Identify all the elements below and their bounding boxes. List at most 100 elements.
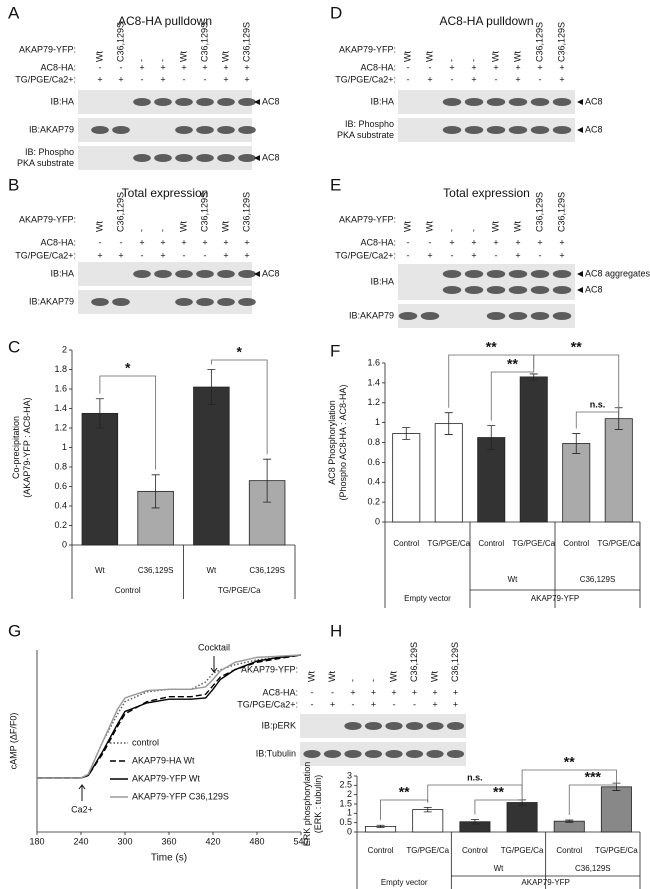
panel-title: Total expression	[443, 186, 530, 200]
x-tick-label: Control	[563, 539, 589, 548]
lane-label: Wt	[424, 51, 434, 62]
lane-label: +	[559, 62, 564, 72]
blot-label: IB:Tubulin	[256, 748, 296, 758]
lane-label: C36,129S	[115, 22, 125, 62]
row-label: AKAP79-YFP:	[19, 214, 76, 224]
band	[154, 154, 172, 162]
band	[364, 750, 383, 758]
x-tick-label: 420	[205, 836, 220, 846]
blot-label: IB:HA	[50, 268, 74, 278]
significance-label: **	[399, 784, 410, 800]
lane-label: -	[407, 237, 410, 247]
lane-label: -	[99, 62, 102, 72]
significance-bracket	[490, 368, 535, 421]
band	[196, 298, 214, 306]
band	[442, 126, 462, 134]
lane-label: +	[244, 237, 249, 247]
x-tick-label: Control	[393, 539, 419, 548]
lane-label: Wt	[306, 671, 316, 682]
lane-label: -	[539, 250, 542, 260]
band	[344, 750, 362, 758]
band	[442, 270, 462, 278]
group-label: C36,129S	[580, 575, 616, 584]
y-tick-label: 0.5	[339, 817, 352, 827]
band	[238, 126, 256, 134]
series-line	[37, 654, 302, 779]
band	[91, 126, 109, 134]
lane-label: -	[495, 74, 498, 84]
y-tick-label: 2.5	[339, 780, 352, 790]
band	[112, 298, 130, 306]
y-axis-label: AC8 Phosphorylation	[327, 400, 337, 485]
band	[552, 270, 572, 278]
band	[133, 154, 151, 162]
lane-label: +	[223, 62, 228, 72]
band	[175, 126, 193, 134]
lane-label: Wt	[402, 51, 412, 62]
lane-label: Wt	[512, 221, 522, 232]
lane-label: +	[223, 237, 228, 247]
lane-label: -	[136, 229, 146, 232]
lane-label: C36,129S	[199, 192, 209, 232]
error-bar	[402, 427, 411, 440]
band	[426, 750, 444, 758]
significance-label: **	[493, 784, 504, 800]
lane-label: C36,129S	[409, 642, 419, 682]
significance-bracket	[575, 402, 620, 429]
band	[486, 286, 506, 294]
lane-label: -	[183, 74, 186, 84]
x-tick-label: 300	[117, 836, 132, 846]
group-label: Wt	[508, 575, 519, 584]
band	[217, 270, 235, 278]
band	[175, 154, 193, 162]
lane-label: +	[432, 699, 437, 709]
significance-bracket	[568, 778, 617, 816]
significance-bracket	[99, 375, 157, 470]
lane-label: -	[407, 74, 410, 84]
row-label: AC8-HA:	[360, 62, 396, 72]
band	[552, 126, 572, 134]
x-tick-label: 180	[29, 836, 44, 846]
x-axis-label: Time (s)	[151, 853, 187, 864]
lane-label: -	[407, 62, 410, 72]
bar	[193, 386, 230, 546]
lane-label: -	[311, 699, 314, 709]
blot-label: IB:HA	[50, 96, 74, 106]
error-bar	[529, 373, 538, 381]
bar	[81, 412, 119, 546]
band	[398, 312, 418, 320]
lane-label: Wt	[327, 671, 337, 682]
y-tick-label: 1	[375, 417, 380, 427]
lane-label: +	[471, 237, 476, 247]
bar	[412, 809, 444, 833]
panel-letter: H	[330, 621, 342, 640]
row-label: AKAP79-YFP:	[241, 664, 298, 674]
band	[486, 98, 506, 106]
significance-bracket	[521, 769, 617, 795]
band	[508, 286, 528, 294]
lane-label: +	[371, 699, 376, 709]
lane-label: +	[471, 250, 476, 260]
lane-label: -	[468, 229, 478, 232]
significance-label: *	[125, 360, 131, 376]
lane-label: C36,129S	[199, 22, 209, 62]
bar	[562, 443, 591, 523]
y-tick-label: 0.2	[367, 497, 380, 507]
y-tick-label: 0.4	[367, 477, 380, 487]
lane-label: +	[139, 62, 144, 72]
lane-label: +	[449, 62, 454, 72]
lane-label: -	[311, 687, 314, 697]
band	[464, 286, 484, 294]
lane-label: +	[223, 74, 228, 84]
lane-label: +	[515, 237, 520, 247]
lane-label: Wt	[490, 221, 500, 232]
annotation: Cocktail	[198, 642, 230, 652]
band	[175, 298, 193, 306]
y-tick-label: 1	[347, 808, 352, 818]
lane-label: +	[160, 237, 165, 247]
lane-label: C36,129S	[534, 192, 544, 232]
y-tick-label: 0	[347, 826, 352, 836]
legend-label: AKAP79-YFP C36,129S	[132, 791, 229, 801]
legend-label: AKAP79-YFP Wt	[132, 773, 200, 783]
lane-label: +	[371, 687, 376, 697]
